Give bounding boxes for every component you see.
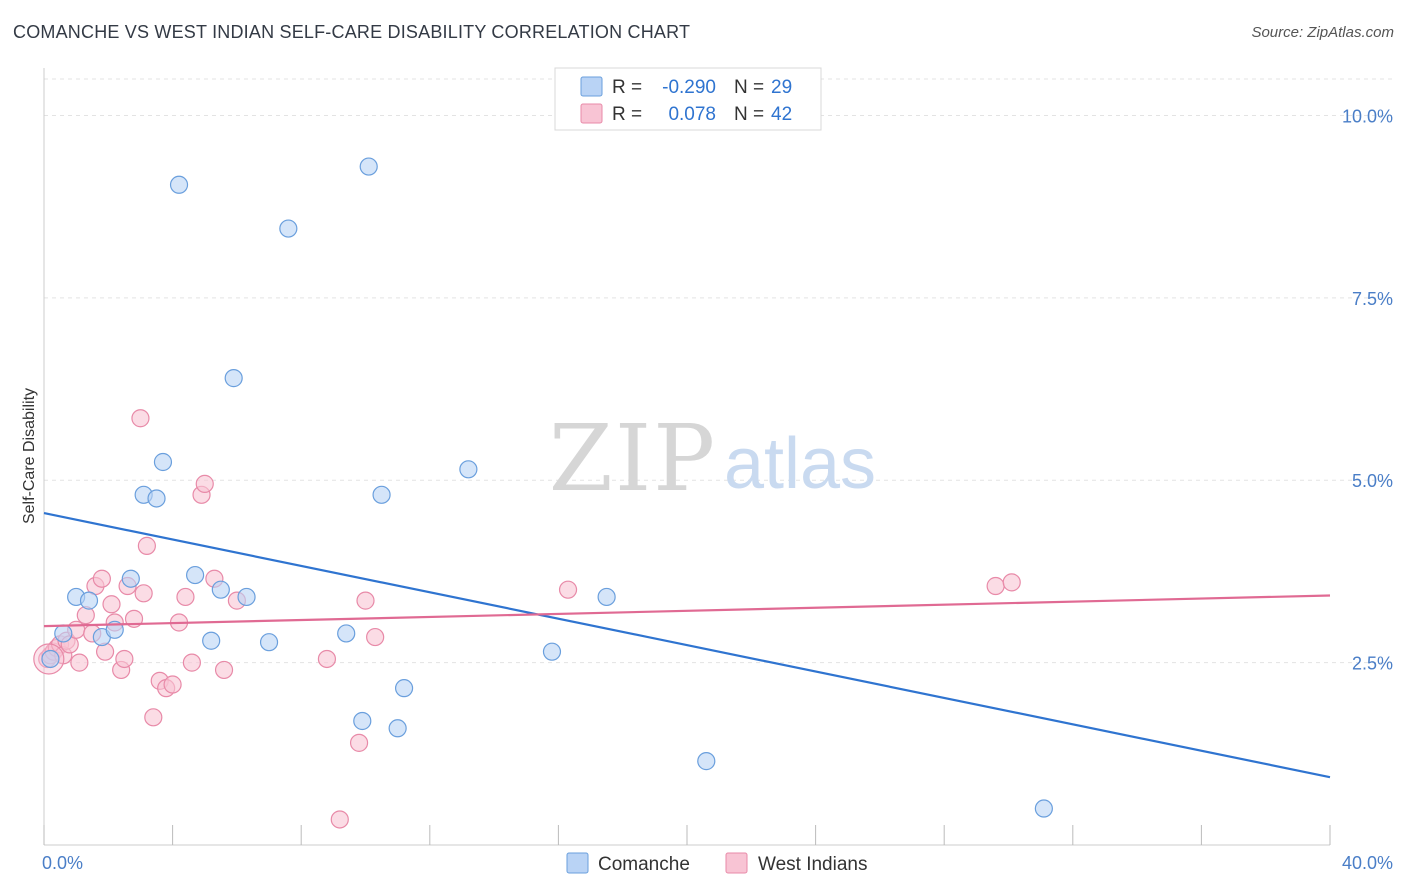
comanche-point-1 — [54, 624, 73, 643]
westindian-point-40 — [366, 627, 385, 647]
trend-lines — [43, 511, 1331, 779]
comanche-point-28 — [1034, 799, 1053, 818]
zipatlas-watermark: ZIP atlas — [549, 405, 876, 512]
watermark-atlas: atlas — [724, 424, 876, 504]
comanche-point-6 — [121, 569, 140, 588]
y-tick-label-1: 5.0% — [1352, 471, 1393, 491]
comanche-point-16 — [259, 633, 279, 652]
tick-labels: 2.5% 5.0% 7.5% 10.0% 0.0% 40.0% — [42, 106, 1393, 873]
comanche-point-26 — [597, 587, 616, 607]
comanche-point-17 — [279, 219, 298, 238]
westindian-point-38 — [349, 733, 369, 752]
comanche-point-0 — [41, 649, 60, 669]
legend-r-value-west-indians: 0.078 — [668, 104, 716, 125]
comanche-point-20 — [359, 157, 378, 176]
comanche-point-25 — [542, 642, 562, 661]
westindian-point-43 — [1002, 573, 1021, 592]
legend-n-value-west-indians: 42 — [771, 104, 792, 125]
westindian-point-23 — [137, 536, 156, 555]
westindian-point-27 — [163, 675, 182, 694]
comanche-point-9 — [153, 452, 173, 472]
legend-swatch-comanche — [580, 76, 603, 97]
comanche-point-22 — [388, 719, 407, 738]
legend-r-label-comanche: R = — [612, 77, 642, 98]
legend-n-label-west-indians: N = — [734, 104, 764, 125]
x-tick-label-1: 40.0% — [1342, 853, 1393, 873]
westindian-point-42 — [986, 576, 1005, 596]
comanche-point-14 — [224, 369, 243, 388]
westindian-point-13 — [92, 569, 111, 588]
watermark-zip: ZIP — [549, 405, 717, 512]
westindian-point-39 — [356, 591, 375, 610]
bottom-legend-swatch-comanche — [566, 852, 589, 874]
bottom-legend: Comanche West Indians — [566, 852, 867, 875]
westindian-point-37 — [330, 810, 349, 829]
westindian-point-18 — [115, 649, 134, 669]
y-axis-label: Self-Care Disability — [21, 388, 38, 524]
comanche-point-23 — [394, 679, 414, 698]
y-tick-label-3: 10.0% — [1342, 106, 1393, 126]
legend-swatch-west-indians — [580, 103, 603, 124]
grid-lines — [44, 78, 1395, 664]
comanche-point-11 — [186, 565, 205, 585]
bottom-legend-swatch-west-indians — [725, 852, 748, 874]
comanche-point-10 — [169, 175, 189, 194]
bottom-legend-label-west-indians: West Indians — [758, 854, 867, 875]
legend-r-value-comanche: -0.290 — [662, 77, 716, 98]
westindian-point-32 — [195, 474, 214, 493]
comanche-point-18 — [337, 624, 356, 643]
x-tick-label-0: 0.0% — [42, 853, 83, 873]
y-tick-label-2: 7.5% — [1352, 289, 1393, 309]
comanche-point-3 — [79, 591, 99, 610]
chart-source: Source: ZipAtlas.com — [1251, 24, 1394, 41]
y-tick-label-0: 2.5% — [1352, 654, 1393, 674]
legend-r-label-west-indians: R = — [612, 104, 642, 125]
comanche-point-19 — [353, 711, 372, 731]
comanche-point-21 — [372, 485, 391, 504]
westindian-point-24 — [144, 708, 163, 727]
comanche-point-24 — [459, 460, 478, 479]
bottom-legend-label-comanche: Comanche — [598, 854, 690, 875]
westindian-trend-line — [43, 594, 1331, 628]
comanche-point-15 — [237, 587, 256, 607]
chart-title: COMANCHE VS WEST INDIAN SELF-CARE DISABI… — [13, 22, 691, 42]
westindian-point-36 — [317, 649, 337, 669]
legend-n-label-comanche: N = — [734, 77, 764, 98]
westindian-point-15 — [102, 595, 121, 614]
westindian-point-30 — [182, 653, 201, 672]
westindian-point-22 — [134, 584, 153, 603]
westindian-point-9 — [70, 653, 89, 672]
comanche-point-12 — [202, 631, 221, 650]
comanche-trend-line — [43, 511, 1331, 779]
westindian-point-41 — [558, 580, 578, 599]
westindian-point-21 — [131, 409, 150, 428]
legend: R = -0.290 N = 29 R = 0.078 N = 42 — [554, 67, 822, 131]
axes — [43, 68, 1331, 846]
westindian-point-34 — [214, 660, 234, 680]
comanche-point-13 — [211, 580, 230, 599]
comanche-point-8 — [147, 489, 166, 508]
legend-n-value-comanche: 29 — [771, 77, 792, 98]
comanche-point-27 — [697, 752, 716, 771]
series-comanche — [41, 157, 1053, 818]
westindian-point-29 — [176, 587, 195, 607]
